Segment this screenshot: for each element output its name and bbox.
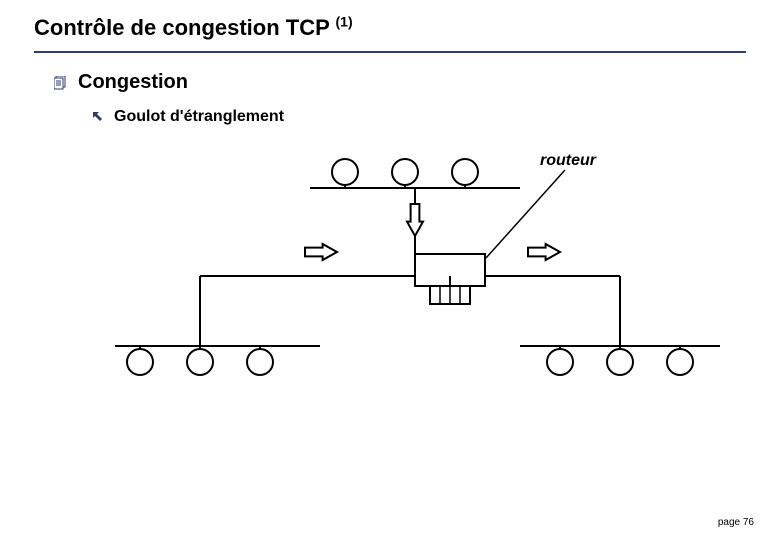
network-diagram: routeur: [0, 146, 780, 406]
router-label: routeur: [540, 152, 596, 170]
bullet-2-text: Goulot d'étranglement: [114, 108, 284, 126]
arrow-up-left-icon: [92, 111, 104, 123]
bullet-level-2: Goulot d'étranglement: [0, 108, 780, 126]
title-super: (1): [336, 14, 353, 30]
bullet-1-text: Congestion: [78, 71, 188, 94]
bullet-level-1: Congestion: [0, 71, 780, 94]
title-main: Contrôle de congestion TCP: [34, 15, 336, 40]
title-text: Contrôle de congestion TCP (1): [34, 15, 353, 40]
slide-title: Contrôle de congestion TCP (1): [0, 0, 780, 51]
pages-icon: [54, 76, 68, 90]
title-divider: [34, 51, 746, 53]
page-number: page 76: [718, 517, 754, 528]
